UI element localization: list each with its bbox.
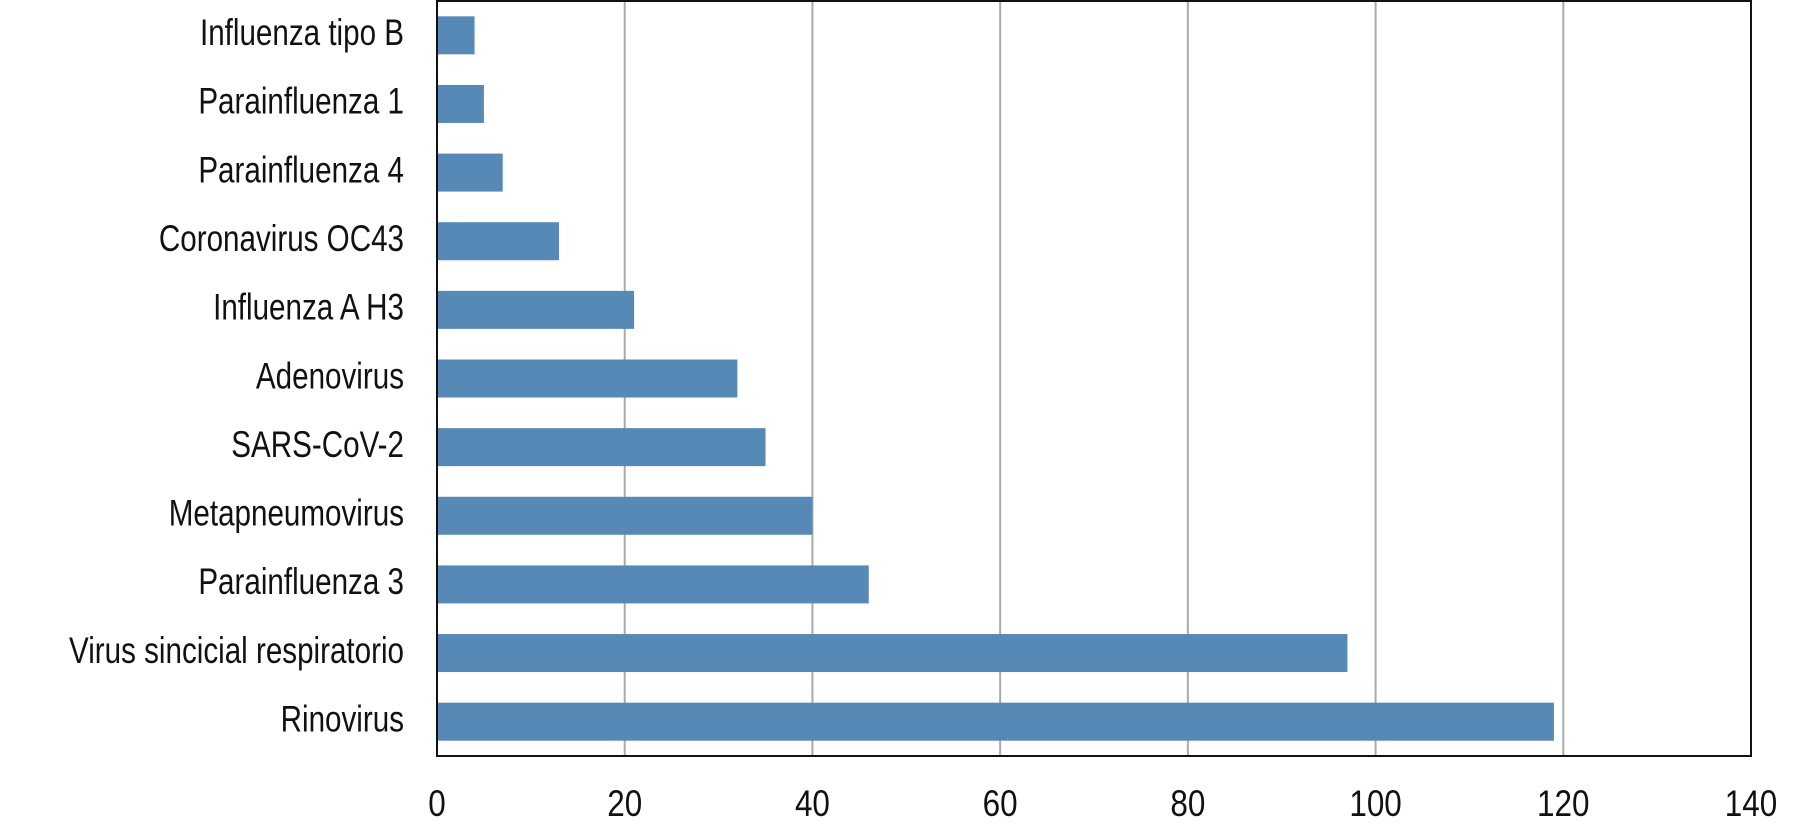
y-tick-label: Metapneumovirus [169, 494, 404, 535]
x-tick-label: 80 [1170, 783, 1205, 824]
x-tick-label: 40 [795, 783, 830, 824]
y-tick-label: Influenza tipo B [200, 13, 404, 54]
y-tick-label: Parainfluenza 1 [198, 82, 404, 123]
bar [437, 702, 1554, 741]
y-tick-label: Parainfluenza 4 [198, 150, 404, 191]
y-tick-label: Adenovirus [256, 356, 404, 397]
x-tick-label: 120 [1537, 783, 1589, 824]
bar [437, 153, 503, 192]
y-tick-label: Virus sincicial respiratorio [69, 631, 404, 672]
bar [437, 565, 869, 604]
bar [437, 428, 766, 467]
bar [437, 290, 635, 329]
bar [437, 222, 560, 261]
bar [437, 16, 475, 55]
x-tick-label: 140 [1725, 783, 1777, 824]
x-tick-label: 100 [1349, 783, 1401, 824]
plot-frame [436, 0, 1752, 757]
y-tick-label: Coronavirus OC43 [159, 219, 404, 260]
bar [437, 359, 738, 398]
y-tick-label: Influenza A H3 [213, 288, 404, 329]
y-tick-label: Parainfluenza 3 [198, 562, 404, 603]
x-tick-label: 0 [428, 783, 445, 824]
x-tick-label: 60 [983, 783, 1018, 824]
x-tick-label: 20 [607, 783, 642, 824]
y-tick-label: Rinovirus [281, 699, 404, 740]
y-tick-label: SARS-CoV-2 [231, 425, 404, 466]
bar [437, 496, 813, 535]
bar [437, 634, 1348, 673]
bar [437, 84, 484, 123]
